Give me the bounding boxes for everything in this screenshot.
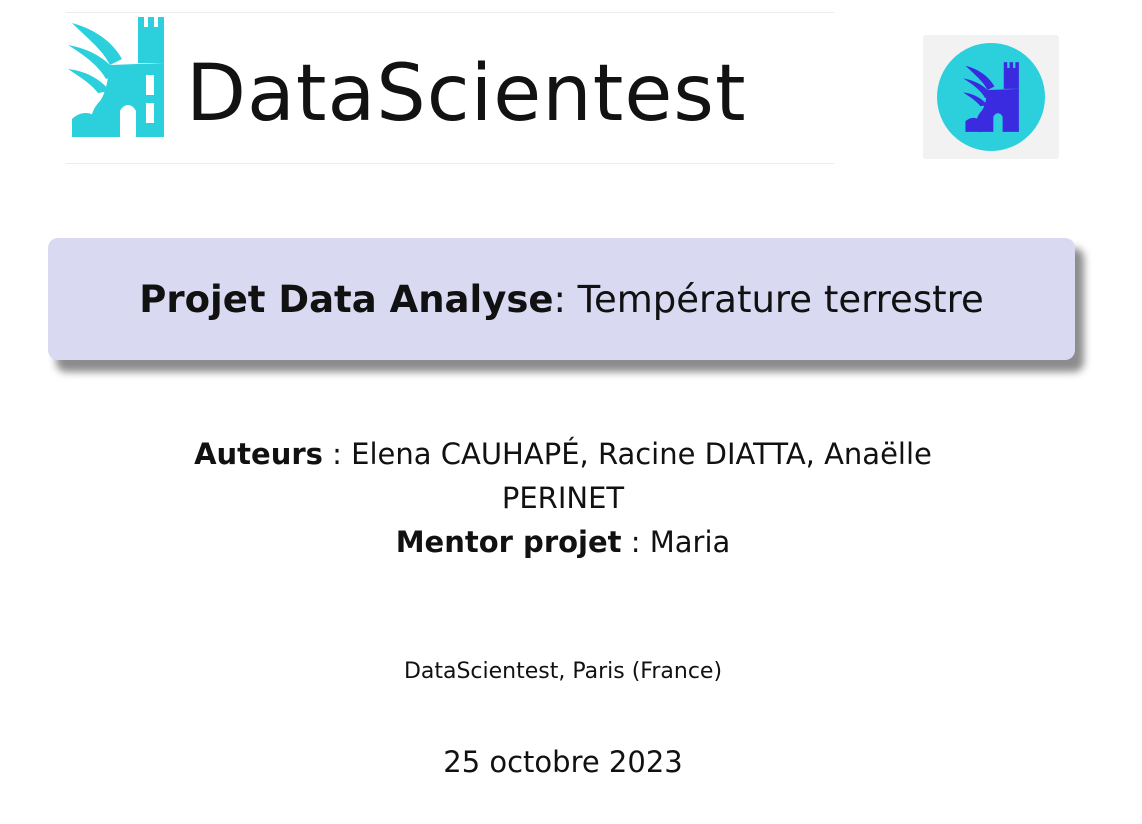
datascientest-logo: DataScientest	[66, 12, 834, 164]
datascientest-badge	[923, 35, 1059, 159]
authors-block: Auteurs : Elena CAUHAPÉ, Racine DIATTA, …	[100, 432, 1026, 564]
date: 25 octobre 2023	[443, 745, 683, 779]
griffin-logo-icon	[963, 62, 1019, 132]
mentor-name: Maria	[649, 525, 731, 559]
institute: DataScientest, Paris (France)	[403, 659, 723, 684]
title-separator: :	[553, 277, 566, 321]
mentor-line: Mentor projet : Maria	[100, 520, 1026, 564]
badge-disc	[937, 43, 1045, 151]
authors-names: Elena CAUHAPÉ, Racine DIATTA, Anaëlle	[351, 437, 932, 471]
mentor-label: Mentor projet	[395, 525, 622, 559]
wordmark-text: DataScientest	[186, 49, 747, 139]
page-title: Projet Data Analyse: Température terrest…	[139, 278, 984, 321]
griffin-logo-icon	[68, 17, 164, 137]
title-box: Projet Data Analyse: Température terrest…	[48, 238, 1075, 360]
authors-label: Auteurs	[194, 437, 323, 471]
authors-separator: :	[322, 437, 352, 471]
title-rest: Température terrestre	[565, 277, 984, 321]
title-bold-part: Projet Data Analyse	[139, 277, 554, 321]
authors-line-2: PERINET	[501, 481, 625, 515]
authors-line-1: Auteurs : Elena CAUHAPÉ, Racine DIATTA, …	[100, 432, 1026, 476]
mentor-separator: :	[621, 525, 650, 559]
